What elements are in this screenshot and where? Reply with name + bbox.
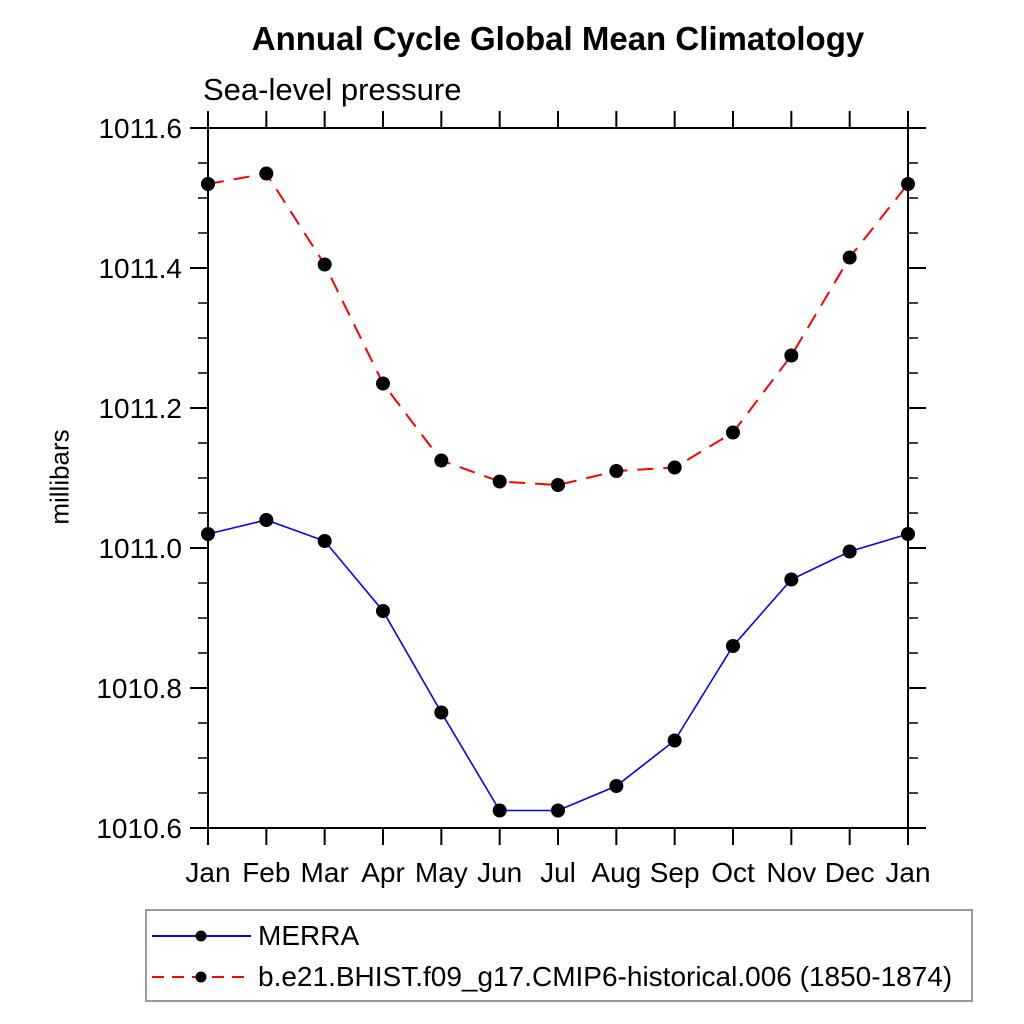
x-tick-label: May	[415, 857, 468, 888]
y-tick-label: 1011.6	[98, 113, 182, 144]
series-0-marker	[434, 705, 449, 720]
x-tick-label: Mar	[301, 857, 349, 888]
x-tick-label: Jan	[885, 857, 930, 888]
series-0-marker	[726, 639, 740, 653]
series-0-line	[207, 519, 909, 812]
series-0-marker	[551, 803, 565, 818]
legend-label-model: b.e21.BHIST.f09_g17.CMIP6-historical.006…	[258, 961, 953, 992]
x-tick-label: Apr	[361, 857, 405, 888]
series-0-marker	[784, 572, 799, 587]
series-1-marker	[201, 177, 215, 191]
series-0-marker	[201, 527, 215, 541]
x-tick-label: Oct	[711, 857, 755, 888]
series-1-marker	[434, 453, 449, 468]
series-1-marker	[667, 460, 682, 475]
y-tick-label: 1010.8	[96, 673, 182, 704]
y-tick-label: 1011.2	[98, 393, 182, 424]
series-1-marker	[259, 166, 274, 181]
x-tick-label: Nov	[766, 857, 816, 888]
x-tick-label: Aug	[591, 857, 641, 888]
y-tick-label: 1011.4	[98, 253, 182, 284]
series-0-marker	[259, 513, 274, 527]
series-1-line	[207, 172, 909, 487]
series-1-marker	[901, 177, 915, 191]
series-0-marker	[317, 534, 332, 548]
legend-marker-dot	[195, 930, 207, 942]
legend-entry-merra: MERRA	[150, 920, 360, 951]
chart-subtitle: Sea-level pressure	[203, 72, 462, 107]
x-tick-label: Jan	[185, 857, 230, 888]
series-0-marker	[901, 527, 915, 541]
x-tick-label: Feb	[242, 857, 290, 888]
series-1-marker	[784, 348, 799, 363]
series-1-marker	[609, 464, 624, 478]
legend-line-merra	[152, 930, 251, 942]
x-tick-label: Dec	[825, 857, 875, 888]
legend-box: MERRA b.e21.BHIST.f09_g17.CMIP6-historic…	[145, 909, 973, 1002]
legend-label-merra: MERRA	[258, 920, 360, 951]
y-tick-label: 1011.0	[98, 533, 182, 564]
series-0-marker	[842, 544, 857, 559]
y-tick-label: 1010.6	[96, 813, 182, 844]
series-1-marker	[376, 376, 390, 391]
legend-marker-dot	[195, 971, 207, 983]
x-tick-label: Sep	[650, 857, 700, 888]
series-0-marker	[667, 733, 682, 748]
series-0-marker	[609, 779, 624, 793]
series-1-marker	[726, 425, 740, 440]
x-tick-label: Jul	[540, 857, 576, 888]
chart-title: Annual Cycle Global Mean Climatology	[251, 20, 865, 57]
legend-entry-model: b.e21.BHIST.f09_g17.CMIP6-historical.006…	[150, 961, 953, 992]
series-0-marker	[376, 604, 390, 618]
x-tick-label: Jun	[477, 857, 522, 888]
legend-line-model	[152, 971, 251, 983]
series-1-marker	[492, 474, 507, 489]
series-0-marker	[492, 803, 507, 818]
series-1-marker	[842, 250, 857, 265]
series-1-marker	[317, 257, 332, 272]
series-1-marker	[551, 478, 565, 492]
